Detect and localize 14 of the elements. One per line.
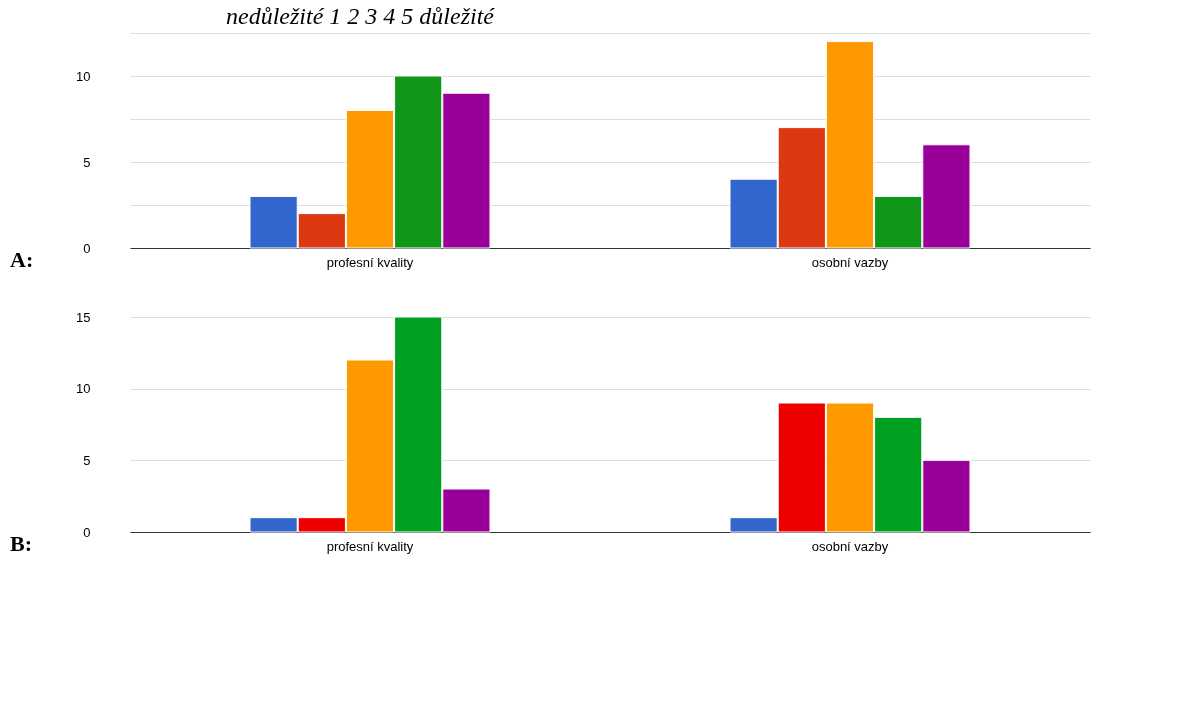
y-tick-label: 0 <box>83 524 91 540</box>
text: A: <box>10 247 34 272</box>
y-tick-label: 10 <box>76 381 91 397</box>
x-tick-label: osobní vazby <box>811 538 889 554</box>
text: B: <box>10 531 32 556</box>
chart-title: nedůležité 1 2 3 4 5 důležité <box>226 3 496 29</box>
y-tick-label: 5 <box>83 154 91 170</box>
y-tick-label: 15 <box>76 309 91 325</box>
y-tick-label: 10 <box>76 68 91 84</box>
y-tick-label: 0 <box>83 240 91 256</box>
x-tick-label: profesní kvality <box>326 538 414 554</box>
x-tick-label: profesní kvality <box>326 254 414 270</box>
y-tick-label: 5 <box>83 452 91 468</box>
x-tick-label: osobní vazby <box>811 254 889 270</box>
